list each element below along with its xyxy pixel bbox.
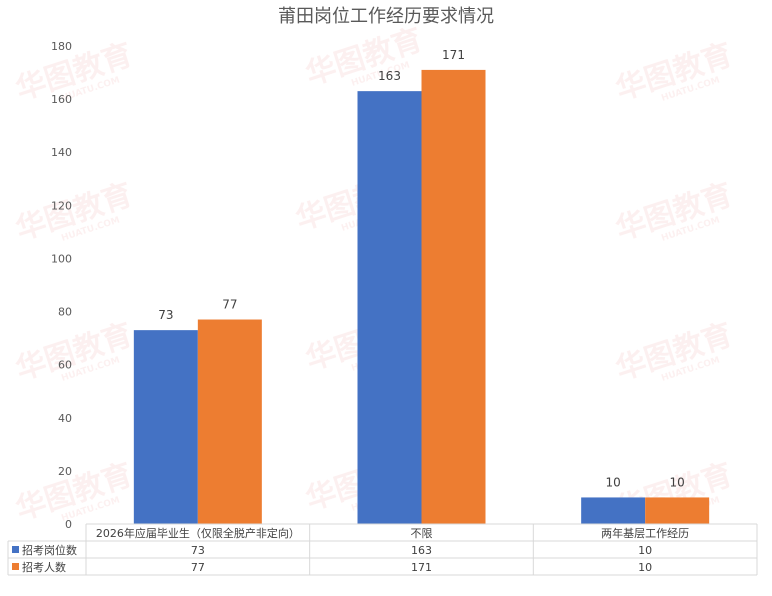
data-label: 163	[378, 69, 401, 83]
bar	[357, 91, 422, 525]
bar	[133, 330, 198, 524]
data-label: 10	[606, 475, 621, 489]
y-tick-label: 40	[58, 412, 72, 425]
data-label: 10	[670, 475, 685, 489]
table-cell: 10	[638, 561, 652, 574]
data-label: 77	[222, 298, 237, 312]
y-tick-label: 80	[58, 306, 72, 319]
category-label: 不限	[411, 527, 433, 540]
y-tick-label: 100	[51, 252, 72, 265]
category-label: 2026年应届毕业生（仅限全脱产非定向）	[96, 526, 300, 540]
bar	[581, 497, 646, 524]
y-tick-label: 0	[65, 518, 72, 531]
table-cell: 171	[411, 561, 432, 574]
bar	[421, 69, 486, 525]
table-cell: 77	[191, 561, 205, 574]
chart-title: 莆田岗位工作经历要求情况	[278, 6, 494, 27]
y-tick-label: 20	[58, 465, 72, 478]
table-cell: 73	[191, 544, 205, 557]
y-tick-label: 160	[51, 93, 72, 106]
data-label: 171	[442, 48, 465, 62]
y-tick-label: 180	[51, 40, 72, 53]
legend-label: 招考人数	[22, 560, 66, 574]
y-tick-label: 120	[51, 199, 72, 212]
category-label: 两年基层工作经历	[601, 526, 689, 540]
data-label: 73	[158, 308, 173, 322]
legend-swatch	[12, 563, 19, 570]
legend-label: 招考岗位数	[22, 543, 77, 557]
bar	[645, 497, 710, 524]
legend-swatch	[12, 546, 19, 553]
table-cell: 163	[411, 544, 432, 557]
y-tick-label: 60	[58, 359, 72, 372]
bar	[197, 319, 262, 524]
table-cell: 10	[638, 544, 652, 557]
y-tick-label: 140	[51, 146, 72, 159]
